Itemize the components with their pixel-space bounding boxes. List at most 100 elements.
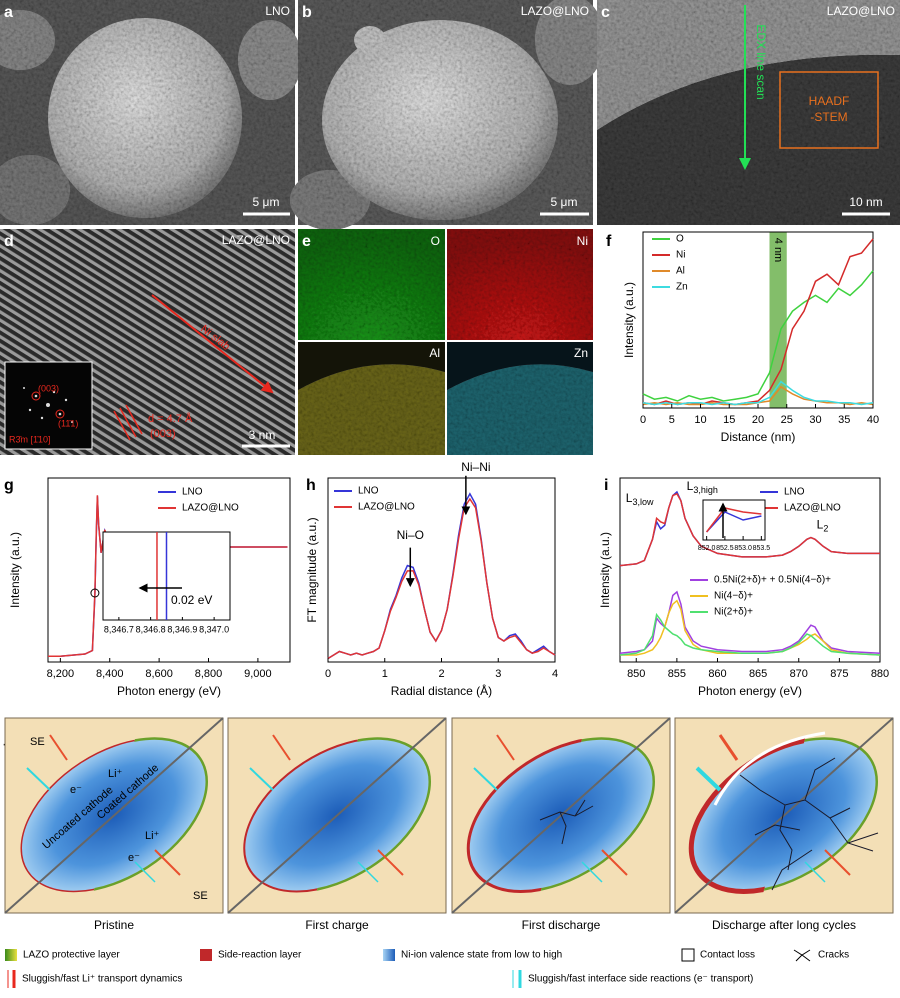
schematic-label: e⁻: [70, 784, 82, 796]
schematic-label: SE: [193, 890, 208, 902]
sample-label: LAZO@LNO: [521, 4, 589, 18]
legend-label: O: [676, 234, 684, 245]
series-line: [619, 590, 881, 654]
y-axis-label: Intensity (a.u.): [598, 532, 612, 608]
divider: [4, 717, 224, 914]
slab-arrow: [151, 294, 274, 394]
legend-label: 0.5Ni(2+δ)+ + 0.5Ni(4−δ)+: [714, 575, 831, 586]
li-arrow: [377, 849, 404, 876]
panel-e: e O Ni Al Zn: [298, 229, 593, 455]
x-tick-label: 5: [669, 414, 675, 426]
spacing-label: d = 4.7 Å: [148, 412, 193, 425]
e-arrow: [134, 861, 156, 883]
legend-label: Ni-ion valence state from low to high: [401, 950, 562, 961]
scale-label: 10 nm: [849, 195, 882, 209]
x-tick-label: 3: [495, 668, 501, 680]
x-tick-label: 20: [752, 414, 764, 426]
y-axis-label: Intensity (a.u.): [8, 532, 22, 608]
legend-label: Ni(4−δ)+: [714, 591, 753, 602]
series-line: [642, 270, 874, 402]
fft-spot-label: (003): [38, 383, 59, 393]
band-label: 4 nm: [772, 238, 784, 262]
x-tick-label: 870: [790, 668, 808, 680]
stage-label: First charge: [305, 918, 369, 932]
x-tick-label: 8,347.0: [199, 624, 229, 634]
e-arrow: [581, 861, 603, 883]
legend-label: Ni(2+δ)+: [714, 607, 753, 618]
x-axis-label: Distance (nm): [721, 430, 796, 444]
stem-label: HAADF: [809, 94, 850, 108]
li-arrow: [272, 734, 291, 761]
e-arrow: [249, 767, 274, 791]
x-tick-label: 8,800: [195, 668, 223, 680]
legend-label: Sluggish/fast Li⁺ transport dynamics: [22, 974, 182, 985]
y-axis-label: Intensity (a.u.): [622, 282, 636, 358]
x-tick-label: 10: [694, 414, 706, 426]
e-arrow: [804, 861, 826, 883]
x-tick-label: 30: [809, 414, 821, 426]
legend-swatch: [681, 948, 695, 962]
x-tick-label: 2: [438, 668, 444, 680]
series-line: [327, 492, 556, 660]
legend-swatch: [5, 949, 17, 961]
x-tick-label: 875: [830, 668, 848, 680]
legend-label: Al: [676, 266, 685, 277]
li-arrow: [154, 849, 181, 876]
fft-title: R3̄m [1̄10]: [9, 434, 51, 444]
map-label: Zn: [574, 346, 588, 360]
plot-frame: [47, 477, 291, 663]
series-line: [619, 612, 881, 656]
schematic-label: Li⁺: [108, 768, 123, 780]
sample-label: LAZO@LNO: [222, 233, 290, 247]
x-tick-label: 1: [382, 668, 388, 680]
x-tick-label: 35: [838, 414, 850, 426]
edge-label: L2: [817, 517, 829, 533]
chart-h: Radial distance (Å) FT magnitude (a.u.) h L…: [305, 460, 556, 698]
x-tick-label: 853.5: [753, 545, 771, 552]
e-arrow: [357, 861, 379, 883]
e-arrow: [26, 767, 51, 791]
inset-line: [706, 511, 762, 533]
map-label: Ni: [577, 234, 588, 248]
map-ni: [447, 229, 593, 340]
x-tick-label: 4: [552, 668, 558, 680]
legend-swatch: [383, 949, 395, 961]
x-tick-label: 8,346.8: [136, 624, 166, 634]
fft-circle: [31, 391, 41, 401]
fft-spots: [23, 387, 73, 423]
x-tick-label: 0: [640, 414, 646, 426]
edge-label-main: L: [687, 479, 694, 493]
edge-label: L3,high: [687, 479, 718, 495]
x-tick-label: 855: [668, 668, 686, 680]
legend-label: LAZO protective layer: [23, 950, 120, 961]
particle: [238, 20, 302, 100]
edge-label-sub: 2: [823, 524, 828, 534]
chart-i: Photon energy (eV) Intensity (a.u.) i LNO LA…: [598, 477, 881, 698]
e-arrow: [473, 767, 498, 791]
x-tick-label: 8,200: [47, 668, 75, 680]
panel-letter: i: [604, 477, 608, 494]
peak-label: Ni–Ni: [461, 460, 490, 474]
fft-circle: [55, 409, 65, 419]
legend-label: LNO: [358, 486, 379, 497]
legend-label: LNO: [784, 487, 805, 498]
divider: [227, 717, 447, 914]
legend-label: LAZO@LNO: [182, 503, 239, 514]
map-o: [298, 229, 445, 340]
legend-swatch: [200, 949, 212, 961]
edge-label: L3,low: [626, 491, 654, 507]
scale-label: 5 μm: [551, 195, 578, 209]
x-axis-label: Photon energy (eV): [117, 684, 221, 698]
y-axis-label: FT magnitude (a.u.): [305, 517, 319, 622]
crack: [739, 757, 879, 891]
stage-label: First discharge: [522, 918, 601, 932]
edge-label-main: L: [626, 491, 633, 505]
map-al-signal: [298, 364, 445, 455]
x-tick-label: 865: [749, 668, 767, 680]
series-line: [642, 238, 874, 406]
chart-f: 4 nm Distance (nm) Intensity (a.u.) f O Ni Al Z…: [606, 231, 874, 444]
x-tick-label: 15: [723, 414, 735, 426]
panel-letter: c: [601, 4, 610, 21]
legend-label: Cracks: [818, 950, 849, 961]
